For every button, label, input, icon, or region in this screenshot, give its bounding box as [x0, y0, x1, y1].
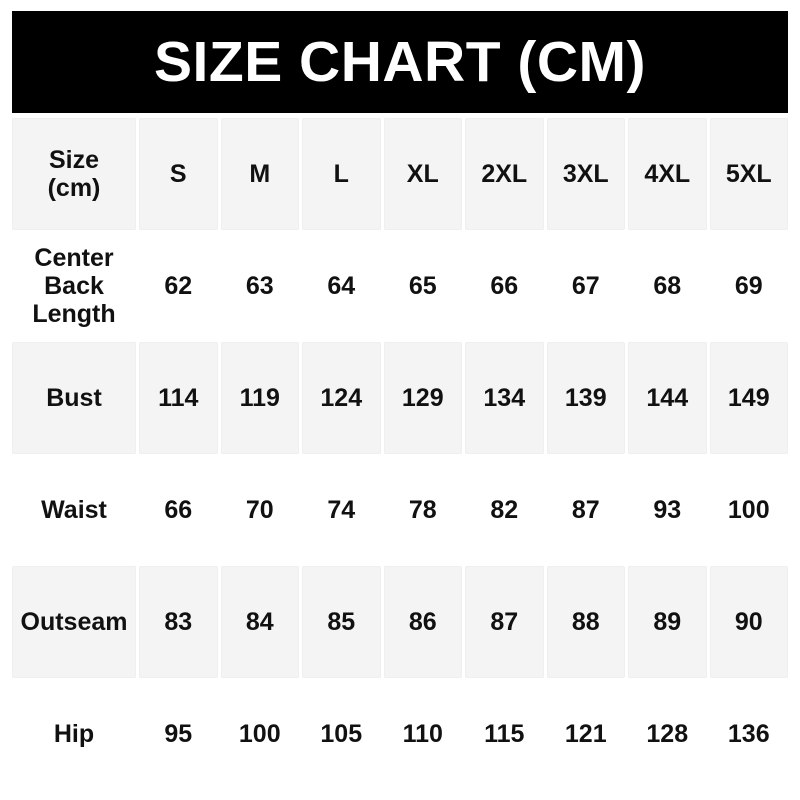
- size-value-cell: 88: [546, 566, 625, 678]
- size-value-cell: 100: [238, 720, 281, 748]
- size-unit-header-line1: Size: [48, 146, 100, 174]
- size-value-cell: 66: [164, 496, 193, 524]
- size-column-header: S: [139, 118, 218, 230]
- size-value-cell: 67: [571, 272, 600, 300]
- size-column-header: XL: [383, 118, 462, 230]
- size-value-cell: 62: [164, 272, 193, 300]
- size-value-cell: 89: [628, 566, 707, 678]
- size-value-cell: 144: [628, 342, 707, 454]
- size-unit-header-line2: (cm): [47, 174, 101, 202]
- size-value-cell: 85: [302, 566, 381, 678]
- size-value-cell: 124: [302, 342, 381, 454]
- row-label: Outseam: [12, 566, 136, 678]
- page-title: SIZE CHART (CM): [154, 30, 646, 94]
- size-value-cell: 68: [653, 272, 682, 300]
- size-value-cell: 84: [220, 566, 299, 678]
- size-value-cell: 136: [727, 720, 770, 748]
- size-value-cell: 66: [490, 272, 519, 300]
- row-label: Hip: [53, 720, 95, 748]
- size-unit-header: Size (cm): [12, 118, 136, 230]
- size-value-cell: 129: [383, 342, 462, 454]
- size-value-cell: 105: [320, 720, 363, 748]
- size-value-cell: 139: [546, 342, 625, 454]
- size-column-header: M: [220, 118, 299, 230]
- size-value-cell: 69: [734, 272, 763, 300]
- size-value-cell: 149: [709, 342, 788, 454]
- size-column-header: L: [302, 118, 381, 230]
- row-label: Bust: [12, 342, 136, 454]
- size-value-cell: 74: [327, 496, 356, 524]
- size-column-header: 2XL: [465, 118, 544, 230]
- size-column-header: 3XL: [546, 118, 625, 230]
- size-value-cell: 83: [139, 566, 218, 678]
- size-chart-banner: SIZE CHART (CM): [12, 11, 788, 113]
- size-value-cell: 114: [139, 342, 218, 454]
- size-column-header: 5XL: [709, 118, 788, 230]
- size-value-cell: 110: [402, 720, 443, 748]
- size-value-cell: 93: [653, 496, 682, 524]
- size-value-cell: 78: [408, 496, 437, 524]
- size-value-cell: 64: [327, 272, 356, 300]
- size-column-header: 4XL: [628, 118, 707, 230]
- size-value-cell: 87: [465, 566, 544, 678]
- row-label: Center Back Length: [32, 244, 116, 328]
- size-value-cell: 95: [164, 720, 193, 748]
- size-value-cell: 87: [571, 496, 600, 524]
- row-label: Waist: [41, 496, 107, 524]
- size-chart-table: Size (cm) S M L XL 2XL 3XL 4XL 5XL Center Back Len…: [12, 118, 788, 790]
- size-value-cell: 121: [564, 720, 607, 748]
- size-value-cell: 128: [646, 720, 689, 748]
- size-value-cell: 70: [245, 496, 274, 524]
- size-value-cell: 82: [490, 496, 519, 524]
- size-value-cell: 134: [465, 342, 544, 454]
- size-value-cell: 63: [245, 272, 274, 300]
- size-value-cell: 90: [709, 566, 788, 678]
- size-value-cell: 100: [727, 496, 770, 524]
- size-value-cell: 65: [408, 272, 437, 300]
- size-value-cell: 115: [484, 720, 525, 748]
- size-value-cell: 119: [220, 342, 299, 454]
- size-value-cell: 86: [383, 566, 462, 678]
